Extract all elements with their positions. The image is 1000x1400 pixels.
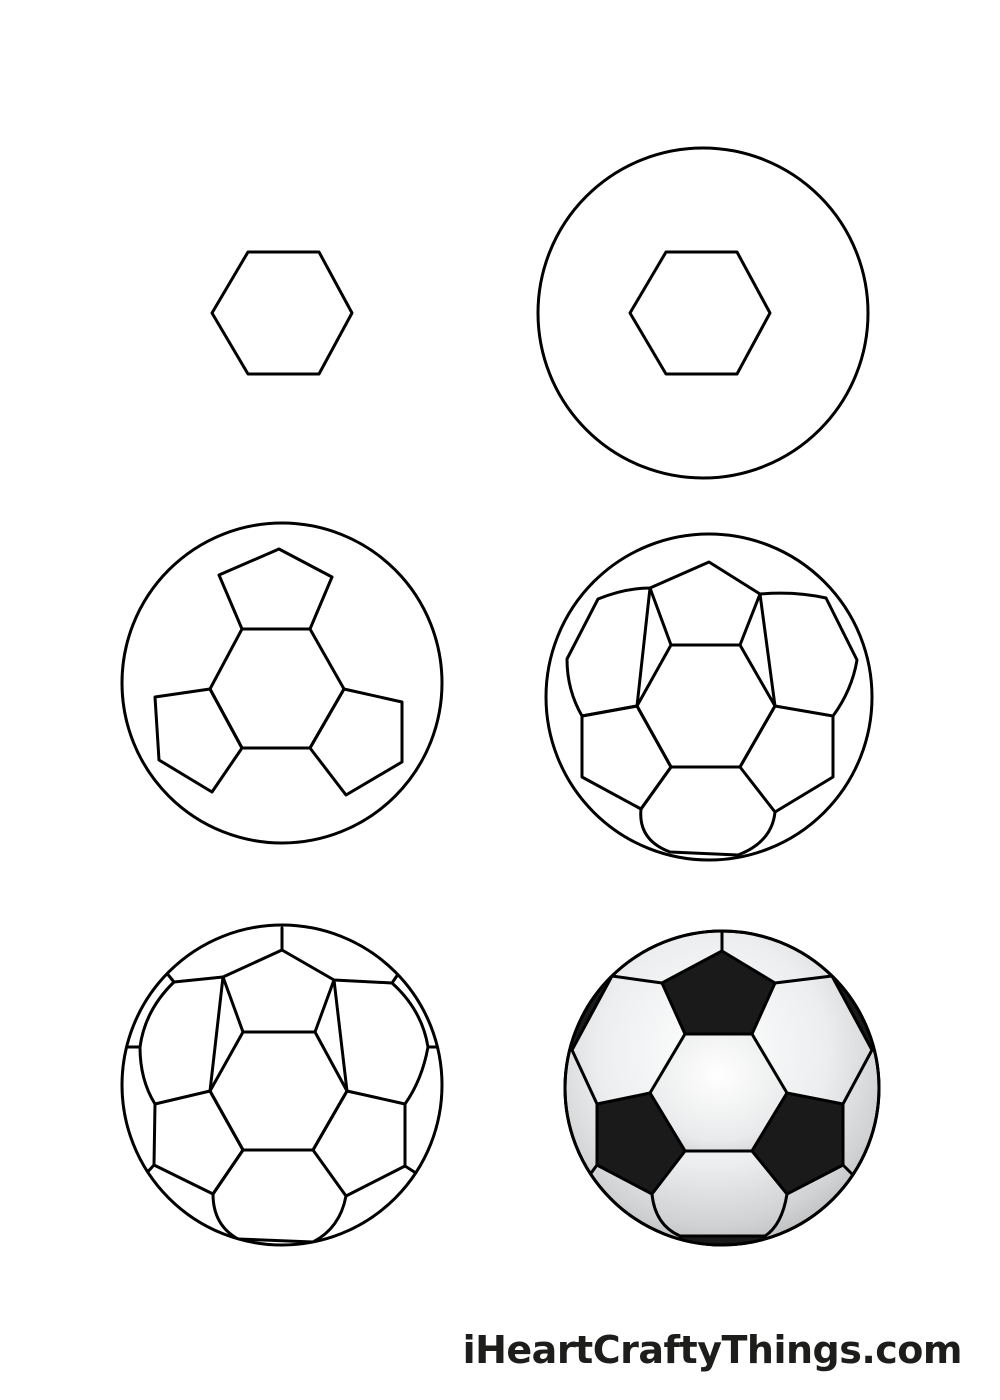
center-hexagon	[208, 1030, 349, 1152]
upper-left-panel	[138, 975, 225, 1106]
step-1-drawing	[210, 250, 354, 376]
ball-outline	[563, 929, 881, 1247]
ball-outline	[536, 146, 870, 480]
left-pentagon	[595, 1091, 687, 1196]
left-pentagon	[152, 1089, 245, 1196]
step-2-drawing	[536, 146, 870, 480]
step-4-drawing	[544, 532, 874, 862]
right-pentagon	[311, 1089, 407, 1198]
upper-right-panel	[332, 978, 430, 1106]
ball-outline	[120, 923, 444, 1247]
step-6-drawing	[563, 929, 881, 1247]
ball-outline	[544, 532, 874, 862]
center-hexagon	[210, 250, 354, 376]
right-pentagon	[308, 687, 404, 797]
top-pentagon	[221, 948, 336, 1034]
center-hexagon	[208, 627, 346, 750]
bottom-panel	[211, 1148, 348, 1244]
step-5-drawing	[120, 923, 444, 1247]
left-pentagon	[153, 687, 244, 794]
top-pentagon	[217, 547, 334, 631]
top-pentagon	[660, 949, 777, 1036]
outer-seams	[122, 926, 442, 1245]
upper-right-panel	[758, 591, 859, 718]
right-pentagon	[750, 1091, 845, 1196]
center-hexagon	[628, 250, 772, 376]
ball-outline	[120, 521, 444, 845]
step-3-drawing	[120, 521, 444, 845]
top-pentagon	[648, 560, 762, 647]
site-watermark: iHeartCraftyThings.com	[462, 1328, 963, 1372]
upper-left-panel	[565, 586, 652, 718]
bottom-panel	[639, 765, 777, 857]
lower-right-pentagon	[738, 704, 835, 814]
panel-seams	[570, 931, 874, 1238]
center-hexagon	[635, 643, 777, 769]
lower-left-pentagon	[580, 704, 673, 811]
